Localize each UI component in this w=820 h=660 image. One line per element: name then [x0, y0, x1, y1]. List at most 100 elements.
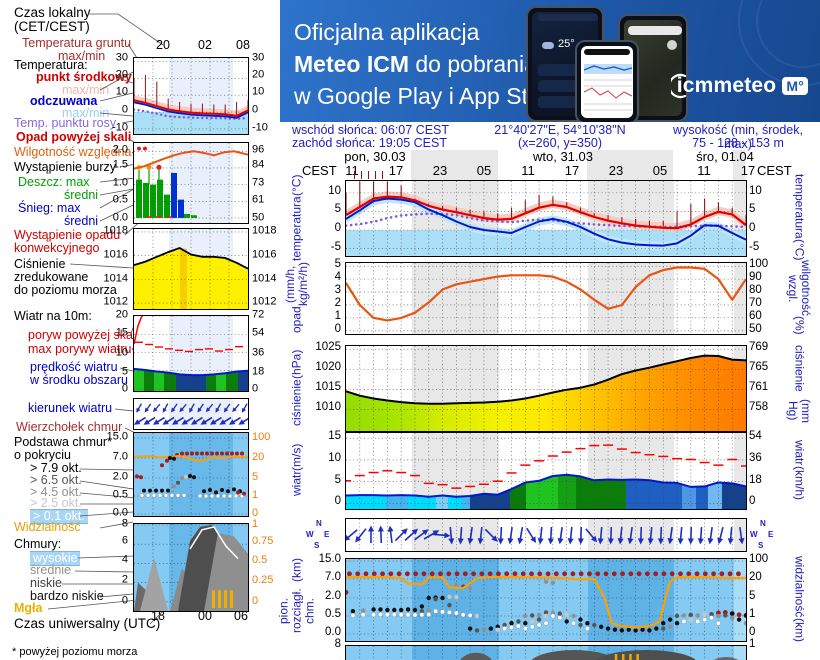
banner-text: Oficjalna aplikacja Meteo ICM do pobrani… — [294, 16, 561, 112]
tick-label: 8 — [334, 638, 341, 650]
app-promo-banner[interactable]: Oficjalna aplikacja Meteo ICM do pobrani… — [280, 0, 820, 122]
tick-label: 0 — [334, 322, 341, 335]
night-shading — [733, 150, 745, 180]
mini-tick-label: 10 — [115, 85, 128, 98]
legend-item-niskie: niskie — [30, 576, 62, 590]
tick-label: 0 — [749, 222, 756, 234]
legend-item-deszcz-max: Deszcz: max — [18, 175, 90, 189]
legend-item-opad-konw-1: Wystąpienie opadu — [14, 228, 121, 242]
legend-item-chmury: Chmury: — [14, 537, 62, 551]
ground-temp-overflow-tick — [368, 171, 369, 179]
legend-item-okt-79: > 7.9 okt. — [30, 461, 82, 475]
mini-tick-label: 0 — [252, 382, 259, 395]
axis-title-right: wilgotność wzgl. (%) — [786, 260, 813, 335]
hour-label: 17 — [564, 163, 580, 178]
mini-hour-label: 06 — [234, 609, 248, 623]
tick-label: 1025 — [315, 341, 341, 354]
tick-label: 1015 — [315, 381, 341, 394]
phone-screen-chart — [581, 46, 633, 118]
tick-label: 0.5 — [325, 608, 341, 620]
tick-label: 0 — [749, 626, 756, 638]
wind-direction-panel-canvas — [346, 519, 746, 551]
tick-label: 60 — [749, 309, 762, 322]
axis-title-right: widzialność (km) — [792, 556, 807, 642]
legend-item-burza: Wystąpienie burzy — [14, 160, 117, 174]
hour-label: 05 — [652, 163, 668, 178]
mini-tick-label: 0.0 — [112, 506, 128, 519]
tick-label: 5 — [334, 203, 341, 216]
legend-item-snieg-max: Śnieg: max — [18, 201, 81, 215]
tick-label: 54 — [749, 430, 762, 443]
tick-label: 2 — [334, 296, 341, 309]
legend-item-cisnienie-1: Ciśnienie — [14, 257, 66, 271]
mini-tick-label: -10 — [112, 121, 128, 134]
mini-tick-label: 1.0 — [112, 176, 128, 189]
banner-line3: w Google Play i App Store — [294, 83, 562, 109]
location-info-bar: wschód słońca: 06:07 CEST zachód słońca:… — [280, 122, 820, 150]
mini-tick-label: 0 — [121, 103, 128, 116]
tick-label: 1 — [749, 608, 756, 620]
night-shading — [411, 150, 498, 180]
logo-badge: M° — [782, 77, 808, 95]
wind-direction-panel — [345, 518, 747, 552]
legend-item-srednie: średnie — [30, 563, 71, 577]
mini-cloud-extent-chart — [133, 432, 249, 517]
cloud-cover-panel-canvas — [346, 646, 746, 660]
tick-label: 0 — [334, 495, 341, 508]
mini-tick-label: 0 — [121, 382, 128, 395]
axis-title-right: temperatura (°C) — [792, 174, 807, 261]
tick-label: 100 — [749, 258, 769, 271]
mini-tick-label: 0.0 — [112, 211, 128, 224]
mini-tick-label: 1012 — [103, 295, 128, 308]
legend-item-deszcz-sredni: średni — [64, 188, 99, 202]
mini-tick-label: 0.5 — [112, 488, 128, 501]
mini-tick-label: 1016 — [103, 248, 128, 261]
ground-temp-overflow-tick — [382, 171, 383, 179]
tick-label: 20 — [749, 571, 762, 583]
mini-tick-label: 72 — [252, 308, 265, 321]
tick-label: 5 — [334, 258, 341, 271]
legend-item-footnote: * powyżej poziomu morza — [12, 646, 138, 658]
mini-tick-label: 100 — [252, 431, 271, 443]
legend-item-odczuwana: odczuwana — [30, 94, 98, 108]
altitude-values: 75 - 128 - 153 m — [692, 136, 784, 150]
mini-tick-label: 0.75 — [252, 535, 274, 547]
tick-label: 70 — [749, 296, 762, 309]
cloud-cover-panel — [345, 645, 747, 660]
tick-label: -5 — [330, 240, 341, 253]
mini-wind-chart — [133, 315, 249, 392]
legend-item-cisnienie-2: zredukowane — [14, 270, 89, 284]
mini-tick-label: 84 — [252, 158, 265, 171]
phone-mockup-3 — [575, 40, 639, 122]
legend-item-temp-maxmin: max/min — [62, 83, 110, 97]
tick-label: 1 — [334, 309, 341, 322]
tick-label: 18 — [749, 473, 762, 486]
mini-wind-direction-chart — [133, 398, 249, 430]
hour-label: 17 — [740, 163, 756, 178]
legend-item-mgla: Mgła — [14, 601, 43, 615]
tick-label: 15 — [328, 430, 341, 443]
mini-tick-label: 0.5 — [112, 193, 128, 206]
temperature-panel — [345, 180, 747, 257]
date-label: wto, 31.03 — [533, 149, 593, 164]
tick-label: 0.0 — [325, 626, 341, 638]
mini-tick-label: 73 — [252, 176, 265, 189]
mini-tick-label: 18 — [252, 365, 265, 378]
tick-label: 80 — [749, 284, 762, 297]
legend-item-opad-skala: Opad powyżej skali — [16, 130, 132, 144]
tick-label: 1 — [749, 638, 756, 650]
mini-tick-label: 15 — [115, 326, 128, 339]
icmmeteo-logo: icmmeteo M° — [670, 72, 808, 100]
mini-tick-label: 30 — [115, 51, 128, 64]
date-label: pon, 30.03 — [344, 149, 406, 164]
legend-item-snieg-sredni: średni — [64, 214, 99, 228]
legend-item-wilgotnosc: Wilgotność względna — [14, 145, 132, 159]
tick-label: 0 — [749, 495, 756, 508]
mini-tick-label: 1 — [252, 489, 259, 501]
legend-item-odcz-maxmin: max/min — [62, 106, 110, 120]
cloud-icon — [542, 42, 554, 49]
coordinates-label: 21°40'27"E, 54°10'38"N — [494, 123, 626, 137]
mini-tick-label: 6 — [121, 534, 128, 547]
legend-item-okt-45: > 4.5 okt. — [30, 485, 82, 499]
